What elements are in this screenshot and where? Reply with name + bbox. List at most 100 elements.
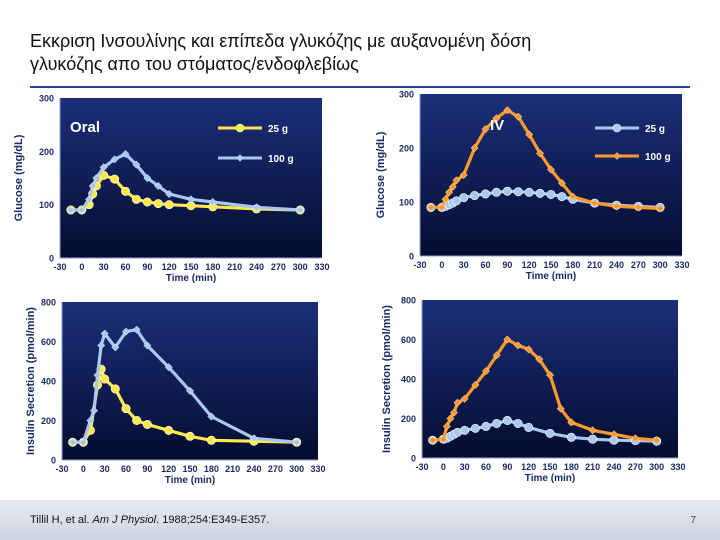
data-point: [121, 186, 131, 196]
x-tick-label: 60: [121, 464, 131, 474]
y-tick-label: 400: [41, 377, 56, 387]
x-tick-label: 90: [142, 464, 152, 474]
data-point: [535, 188, 545, 198]
data-point: [206, 435, 216, 445]
data-point: [453, 398, 462, 407]
data-point: [132, 160, 141, 169]
x-tick-label: 270: [628, 462, 643, 472]
data-point: [428, 436, 437, 445]
y-tick-label: 800: [41, 298, 56, 308]
data-point: [535, 355, 544, 364]
citation-journal: Am J Physiol: [92, 514, 157, 526]
x-tick-label: 240: [606, 462, 621, 472]
x-tick-label: 240: [246, 464, 261, 474]
x-tick-label: 330: [670, 462, 685, 472]
y-tick-label: 0: [49, 254, 54, 264]
legend-marker: [613, 152, 621, 160]
x-tick-label: 210: [585, 462, 600, 472]
legend-entry: 25 g: [218, 123, 288, 135]
x-axis-label: Time (min): [526, 271, 576, 282]
data-point: [164, 363, 173, 372]
x-tick-label: 150: [182, 464, 197, 474]
slide-title: Εκκριση Ινσουλίνης και επίπεδα γλυκόζης …: [30, 30, 690, 76]
x-tick-label: 150: [183, 262, 198, 272]
data-point: [165, 190, 174, 198]
data-point: [450, 408, 458, 417]
data-point: [536, 149, 545, 158]
data-point: [567, 418, 576, 427]
data-point: [143, 174, 152, 182]
data-point: [85, 195, 94, 204]
data-point: [481, 421, 491, 431]
data-point: [545, 428, 555, 438]
y-tick-label: 200: [399, 144, 414, 154]
data-point: [502, 186, 512, 196]
data-point: [588, 426, 597, 435]
data-point: [492, 351, 501, 360]
x-tick-label: 30: [100, 464, 110, 474]
data-point: [164, 425, 174, 435]
series-100g: [66, 150, 305, 214]
data-point: [482, 367, 490, 376]
x-tick-label: 90: [142, 262, 152, 272]
data-point: [547, 165, 555, 174]
x-tick-label: 240: [249, 262, 264, 272]
x-tick-label: 60: [120, 262, 130, 272]
data-point: [186, 386, 194, 395]
y-tick-label: 600: [41, 337, 56, 347]
data-point: [503, 335, 512, 344]
data-point: [514, 112, 523, 121]
y-axis-label: Glucose (mg/dL): [375, 131, 387, 218]
x-tick-label: 180: [564, 462, 579, 472]
x-tick-label: 180: [204, 464, 219, 474]
data-point: [66, 206, 75, 214]
y-tick-label: 200: [401, 414, 416, 424]
x-tick-label: 0: [79, 262, 84, 272]
data-point: [437, 203, 446, 212]
y-tick-label: 200: [39, 147, 54, 157]
data-point: [441, 195, 450, 204]
data-point: [481, 189, 491, 199]
data-point: [525, 130, 534, 139]
x-tick-label: 330: [310, 464, 325, 474]
legend-marker: [236, 154, 244, 162]
x-tick-label: 270: [268, 464, 283, 474]
data-point: [97, 341, 106, 350]
data-point: [492, 418, 502, 428]
x-tick-label: 120: [522, 260, 537, 270]
x-tick-label: 150: [543, 260, 558, 270]
data-point: [588, 434, 598, 444]
slide-title-line1: Εκκριση Ινσουλίνης και επίπεδα γλυκόζης …: [30, 31, 532, 51]
data-point: [492, 114, 501, 123]
data-point: [460, 425, 470, 435]
data-point: [77, 206, 86, 214]
x-tick-label: -30: [53, 262, 66, 272]
x-tick-label: 240: [609, 260, 624, 270]
data-point: [652, 436, 661, 445]
data-point: [656, 204, 665, 213]
data-point: [442, 422, 451, 431]
data-point: [568, 192, 577, 201]
data-point: [122, 327, 130, 336]
legend-entry: 100 g: [218, 154, 294, 165]
data-point: [121, 150, 130, 158]
citation-rest: . 1988;254:E349-E357.: [156, 514, 270, 526]
legend-entry: 25 g: [595, 123, 665, 135]
data-point: [590, 199, 599, 208]
data-point: [131, 194, 141, 204]
x-axis-label: Time (min): [165, 475, 215, 486]
data-point: [132, 416, 142, 426]
data-point: [452, 176, 461, 185]
data-point: [612, 202, 621, 211]
plot-background: [420, 94, 682, 256]
data-point: [446, 414, 455, 423]
y-axis-label: Insulin Secretion (pmol/min): [381, 305, 393, 453]
data-point: [92, 174, 101, 182]
x-tick-label: 300: [293, 262, 308, 272]
series-100g: [426, 106, 665, 213]
data-point: [100, 329, 109, 338]
y-tick-label: 400: [401, 375, 416, 385]
data-point: [426, 203, 435, 212]
x-tick-label: 300: [653, 260, 668, 270]
